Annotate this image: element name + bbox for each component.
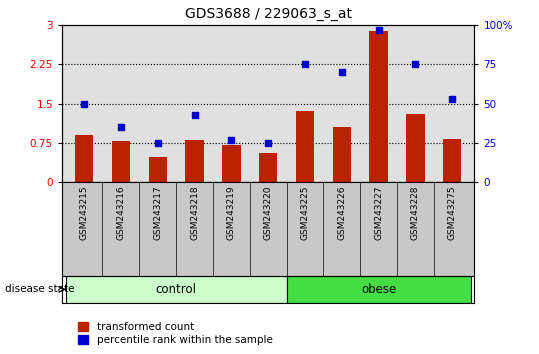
Point (411, 61, 420, 67)
Text: control: control (156, 283, 197, 296)
Text: GSM243216: GSM243216 (116, 185, 126, 240)
Bar (149, 157, 167, 182)
Point (227, 137, 236, 143)
Text: GSM243219: GSM243219 (227, 185, 236, 240)
Title: GDS3688 / 229063_s_at: GDS3688 / 229063_s_at (185, 7, 351, 21)
Point (337, 69, 346, 75)
Text: obese: obese (361, 283, 396, 296)
Point (448, 96, 457, 102)
Text: disease state: disease state (5, 284, 75, 295)
Bar (296, 112, 314, 182)
Bar (443, 139, 461, 182)
Bar (369, 31, 388, 182)
Bar (75, 135, 93, 182)
Bar (287, 276, 471, 303)
Text: GSM243225: GSM243225 (300, 185, 309, 240)
Bar (259, 153, 278, 182)
Legend: transformed count, percentile rank within the sample: transformed count, percentile rank withi… (78, 322, 273, 345)
Bar (222, 144, 240, 182)
Point (374, 27, 383, 32)
Point (190, 112, 199, 118)
Text: GSM243215: GSM243215 (80, 185, 88, 240)
Text: GSM243217: GSM243217 (153, 185, 162, 240)
Bar (185, 140, 204, 182)
Bar (333, 127, 351, 182)
Text: GSM243227: GSM243227 (374, 185, 383, 240)
Text: GSM243228: GSM243228 (411, 185, 420, 240)
Bar (112, 141, 130, 182)
Text: GSM243226: GSM243226 (337, 185, 346, 240)
Point (80, 101, 88, 107)
Text: GSM243218: GSM243218 (190, 185, 199, 240)
Bar (66, 276, 287, 303)
Bar (406, 114, 425, 182)
Text: GSM243220: GSM243220 (264, 185, 273, 240)
Point (116, 124, 125, 130)
Text: GSM243275: GSM243275 (448, 185, 457, 240)
Point (154, 140, 162, 146)
Point (301, 61, 309, 67)
Point (264, 140, 273, 146)
